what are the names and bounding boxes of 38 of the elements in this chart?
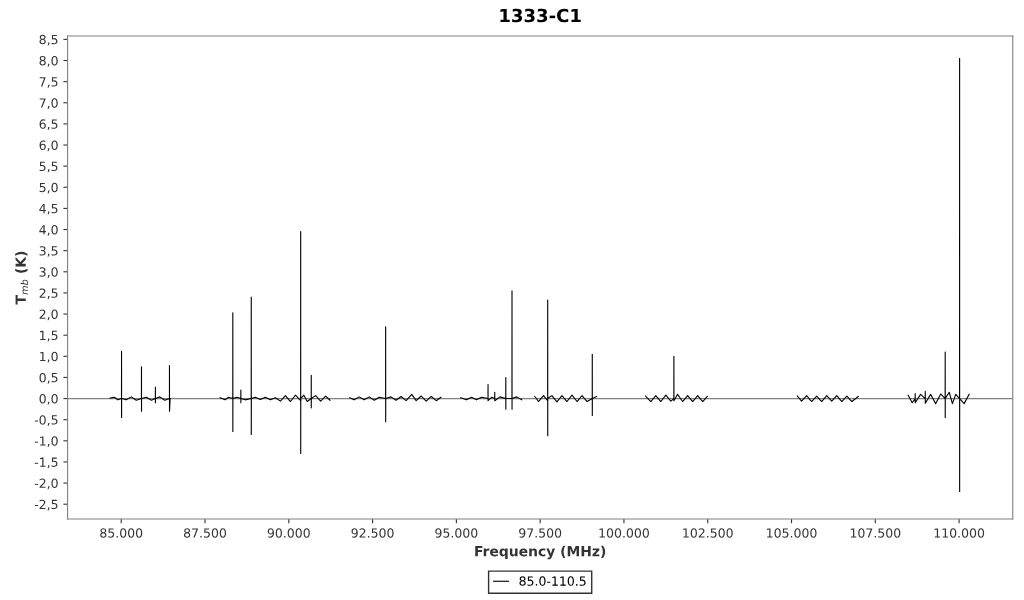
y-tick-label: -2,5 xyxy=(34,499,58,511)
x-tick-label: 100.000 xyxy=(599,528,649,538)
y-tick-label: 6,5 xyxy=(39,119,58,131)
y-tick-label: 1,0 xyxy=(40,351,58,363)
y-tick-label: 8,5 xyxy=(39,34,58,46)
y-tick-label: 8,0 xyxy=(39,55,58,67)
y-tick-label: 7,5 xyxy=(39,77,58,88)
x-tick-label: 105.000 xyxy=(767,528,817,538)
y-tick-label: 5,0 xyxy=(39,182,58,194)
y-tick-label: 4,5 xyxy=(39,204,58,215)
legend-label: 85.0-110.5 xyxy=(519,576,586,586)
y-tick-label: 5,5 xyxy=(39,161,58,173)
y-tick-label: 3,0 xyxy=(39,267,58,278)
x-tick-label: 87.500 xyxy=(183,528,227,538)
x-tick-label: 97.500 xyxy=(519,528,562,538)
x-tick-label: 92.500 xyxy=(351,528,394,538)
y-tick-label: 0,0 xyxy=(39,394,58,405)
y-tick-label: -1,5 xyxy=(34,457,58,469)
y-tick-label: 4,0 xyxy=(39,225,58,236)
x-tick-label: 85.000 xyxy=(100,528,143,538)
y-tick-label: -2,0 xyxy=(34,478,58,490)
y-tick-label: 1,5 xyxy=(40,330,58,342)
chart-title: 1333-C1 xyxy=(500,8,581,23)
x-tick-label: 95.000 xyxy=(435,528,478,538)
y-tick-label: 3,5 xyxy=(39,246,58,257)
y-tick-label: -0,5 xyxy=(34,415,58,426)
x-tick-label: 107.500 xyxy=(850,528,901,538)
y-tick-label: -1,0 xyxy=(34,436,58,448)
y-tick-label: 6,0 xyxy=(39,140,58,152)
y-tick-label: 7,0 xyxy=(39,98,58,109)
x-tick-label: 110.000 xyxy=(934,528,985,538)
x-tick-label: 90.000 xyxy=(267,528,310,538)
y-tick-label: 2,5 xyxy=(39,288,58,300)
y-tick-label: 0,5 xyxy=(39,372,58,384)
x-tick-label: 102.500 xyxy=(683,528,733,538)
y-axis-title: T$_{mb}$ (K) xyxy=(15,251,29,305)
x-axis-title: Frequency (MHz) xyxy=(475,545,606,560)
y-tick-label: 2,0 xyxy=(39,309,58,321)
